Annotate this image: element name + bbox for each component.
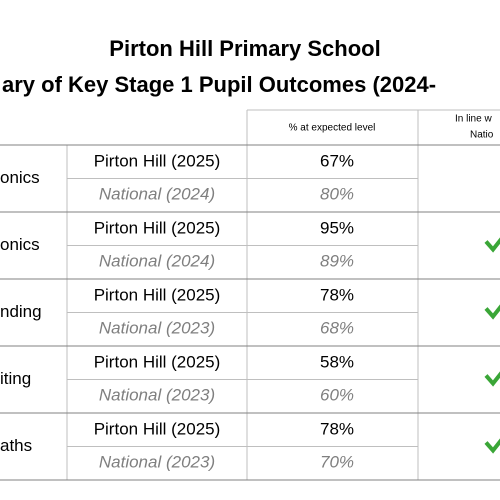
- title: Pirton Hill Primary School: [109, 36, 380, 61]
- check-icon: [484, 237, 500, 253]
- national-value: 68%: [320, 318, 354, 337]
- school-value: 58%: [320, 352, 354, 371]
- school-value: 95%: [320, 218, 354, 237]
- national-value: 70%: [320, 452, 354, 471]
- school-label: Pirton Hill (2025): [94, 419, 221, 438]
- national-label: National (2023): [99, 385, 215, 404]
- subject: nding: [0, 302, 42, 321]
- school-label: Pirton Hill (2025): [94, 218, 221, 237]
- column-header: % at expected level: [289, 123, 376, 134]
- check-icon: [484, 438, 500, 454]
- national-value: 89%: [320, 251, 354, 270]
- school-value: 67%: [320, 151, 354, 170]
- national-label: National (2024): [99, 184, 215, 203]
- national-value: 80%: [320, 184, 354, 203]
- school-label: Pirton Hill (2025): [94, 352, 221, 371]
- school-label: Pirton Hill (2025): [94, 151, 221, 170]
- school-value: 78%: [320, 419, 354, 438]
- column-header: In line w: [455, 114, 492, 125]
- national-label: National (2024): [99, 251, 215, 270]
- subtitle: ary of Key Stage 1 Pupil Outcomes (2024-: [2, 72, 436, 97]
- check-icon: [484, 304, 500, 320]
- subject: onics: [0, 235, 40, 254]
- national-value: 60%: [320, 385, 354, 404]
- national-label: National (2023): [99, 318, 215, 337]
- subject: iting: [0, 369, 31, 388]
- subject: aths: [0, 436, 32, 455]
- column-header: Natio: [470, 130, 494, 141]
- school-value: 78%: [320, 285, 354, 304]
- national-label: National (2023): [99, 452, 215, 471]
- school-label: Pirton Hill (2025): [94, 285, 221, 304]
- subject: onics: [0, 168, 40, 187]
- check-icon: [484, 371, 500, 387]
